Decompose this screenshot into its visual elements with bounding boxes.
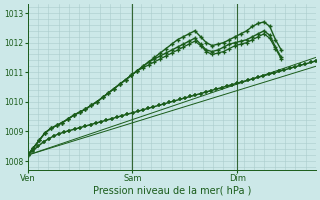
- X-axis label: Pression niveau de la mer( hPa ): Pression niveau de la mer( hPa ): [92, 186, 251, 196]
